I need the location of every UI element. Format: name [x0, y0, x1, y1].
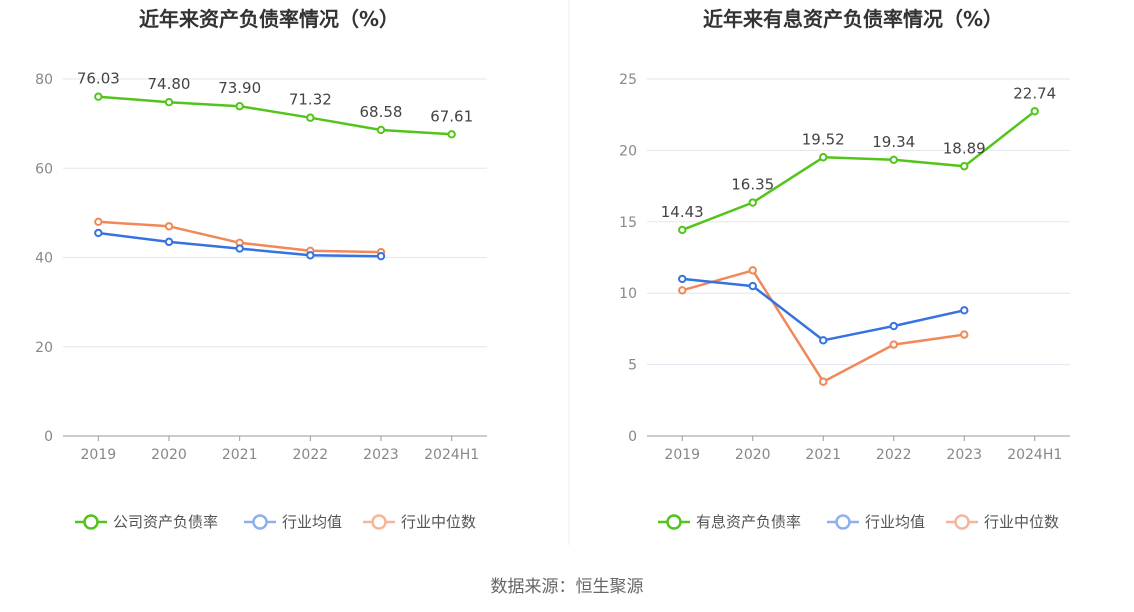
series-line [682, 277, 965, 342]
data-label: 74.80 [148, 75, 191, 93]
data-point [306, 113, 315, 122]
data-label: 16.35 [731, 176, 774, 194]
data-point [164, 98, 174, 107]
x-tick-label: 2024H1 [1007, 447, 1062, 463]
data-label: 76.03 [77, 70, 120, 88]
series-line [98, 95, 452, 136]
legend-marker-icon [835, 514, 851, 530]
legend-marker-icon [83, 514, 99, 530]
y-tick-label: 80 [35, 72, 53, 88]
data-point [164, 237, 174, 247]
data-point [94, 217, 103, 227]
data-point [306, 251, 315, 260]
data-point [748, 198, 757, 207]
y-tick-label: 20 [35, 340, 53, 356]
legend-label: 行业中位数 [984, 513, 1059, 531]
legend-label: 行业均值 [282, 513, 342, 531]
data-point [889, 340, 898, 349]
y-tick-label: 40 [35, 251, 53, 267]
data-point [235, 102, 244, 111]
x-tick-label: 2022 [293, 447, 329, 463]
data-point [94, 228, 103, 238]
x-tick-label: 2019 [664, 447, 700, 463]
data-point [678, 286, 687, 295]
data-point [889, 321, 898, 331]
data-point [678, 225, 687, 235]
data-point [748, 281, 757, 291]
y-tick-label: 25 [619, 72, 637, 88]
chart-1: 近年来资产负债率情况（%） 0 20 40 60 80 2019 2020 2021 2022 20… [35, 7, 487, 531]
chart-title: 近年来有息资产负债率情况（%） [703, 7, 1003, 31]
data-label: 14.43 [661, 203, 704, 221]
legend-marker-icon [371, 514, 387, 530]
data-point [164, 222, 174, 231]
x-tick-label: 2021 [222, 447, 258, 463]
data-point [889, 155, 898, 165]
data-point [447, 130, 456, 139]
legend-label: 公司资产负债率 [113, 513, 218, 531]
data-label: 22.74 [1013, 84, 1056, 102]
data-point [748, 266, 757, 275]
x-tick-label: 2020 [735, 447, 771, 463]
data-source: 数据来源：恒生聚源 [490, 577, 644, 597]
x-tick-label: 2023 [946, 447, 982, 463]
data-label: 73.90 [218, 79, 261, 97]
legend-item: 行业中位数 [363, 513, 476, 531]
legend-marker-icon [666, 514, 682, 530]
data-point [376, 125, 386, 135]
y-tick-label: 15 [619, 215, 637, 231]
y-tick-label: 0 [628, 429, 637, 445]
legend-item: 行业中位数 [946, 513, 1059, 531]
legend-marker-icon [954, 514, 970, 530]
data-label: 67.61 [430, 107, 473, 125]
y-tick-label: 5 [628, 358, 637, 374]
legend-label: 行业均值 [865, 513, 925, 531]
y-tick-label: 0 [44, 429, 53, 445]
data-label: 18.89 [943, 139, 986, 157]
chart-2: 近年来有息资产负债率情况（%） 0 5 10 15 20 25 2019 2020 2021 202… [619, 7, 1070, 531]
data-point [960, 306, 969, 315]
data-point [819, 377, 828, 386]
data-point [819, 336, 828, 345]
chart-title: 近年来资产负债率情况（%） [139, 7, 399, 31]
data-point [678, 274, 687, 284]
legend-label: 行业中位数 [401, 513, 476, 531]
chart-canvas: 近年来资产负债率情况（%） 0 20 40 60 80 2019 2020 2021 2022 20… [35, 0, 1070, 545]
data-point [376, 251, 386, 261]
x-tick-label: 2020 [151, 447, 187, 463]
series-line [681, 110, 1036, 232]
legend-label: 有息资产负债率 [696, 513, 801, 531]
data-point [235, 244, 244, 253]
data-label: 19.52 [802, 130, 845, 148]
legend-item: 公司资产负债率 [75, 513, 218, 531]
legend-item: 行业均值 [827, 513, 925, 531]
data-point [94, 92, 103, 101]
y-tick-label: 20 [619, 143, 637, 159]
data-point [1030, 107, 1039, 116]
data-point [960, 162, 969, 171]
data-label: 71.32 [289, 91, 332, 109]
data-point [819, 153, 828, 162]
x-tick-label: 2024H1 [424, 447, 479, 463]
legend-item: 有息资产负债率 [658, 513, 801, 531]
x-tick-label: 2021 [805, 447, 841, 463]
legend-marker-icon [252, 514, 268, 530]
x-tick-label: 2022 [876, 447, 912, 463]
data-label: 19.34 [872, 133, 915, 151]
x-tick-label: 2023 [363, 447, 399, 463]
legend-item: 行业均值 [244, 513, 342, 531]
y-tick-label: 60 [35, 161, 53, 177]
x-tick-label: 2019 [81, 447, 117, 463]
data-label: 68.58 [360, 103, 403, 121]
y-tick-label: 10 [619, 286, 637, 302]
data-point [960, 330, 969, 339]
